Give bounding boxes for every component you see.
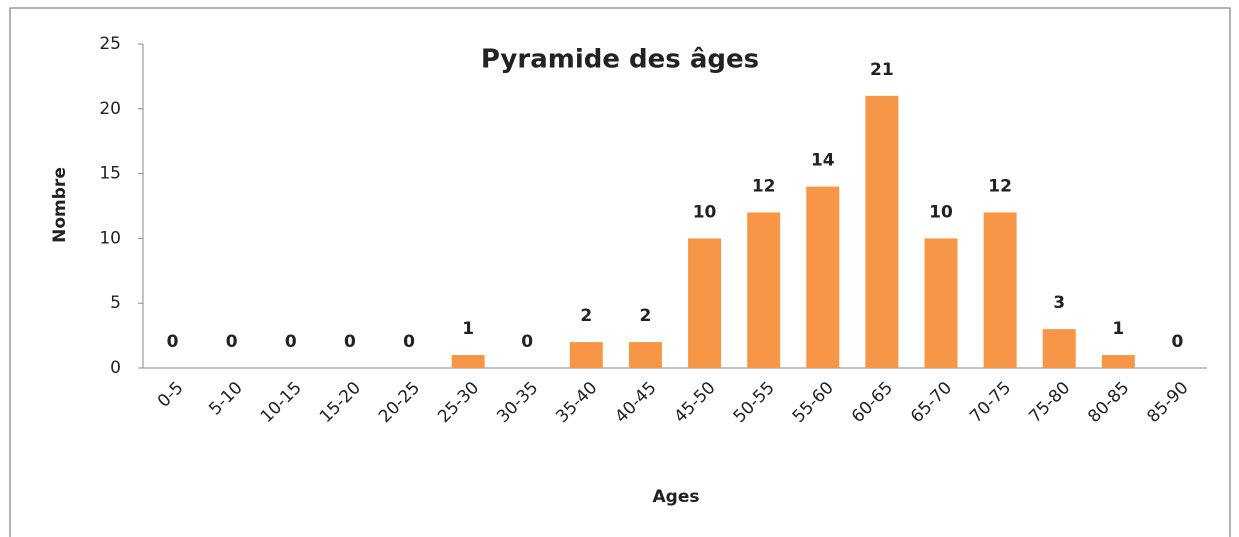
data-label: 0 xyxy=(1172,332,1184,352)
x-tick-label: 20-25 xyxy=(375,378,424,427)
data-label: 21 xyxy=(870,60,894,80)
bar xyxy=(924,238,958,368)
bar xyxy=(628,342,662,368)
bar xyxy=(569,342,603,368)
x-tick-label: 50-55 xyxy=(730,378,779,427)
x-tick-label: 40-45 xyxy=(611,378,660,427)
bar xyxy=(865,95,899,368)
y-axis-label: Nombre xyxy=(50,167,70,243)
data-label: 0 xyxy=(344,332,356,352)
y-tick-label: 5 xyxy=(110,293,121,313)
data-label: 3 xyxy=(1053,293,1065,313)
x-tick-label: 85-90 xyxy=(1143,378,1192,427)
bar xyxy=(806,186,840,368)
x-tick-label: 70-75 xyxy=(966,378,1015,427)
bar xyxy=(747,212,781,368)
data-label: 10 xyxy=(693,202,717,222)
x-tick-label: 0-5 xyxy=(154,378,188,412)
y-tick-label: 0 xyxy=(110,358,121,378)
x-tick-label: 65-70 xyxy=(907,378,956,427)
data-label: 2 xyxy=(640,306,652,326)
data-label: 0 xyxy=(167,332,179,352)
bar xyxy=(1042,329,1076,368)
chart-title: Pyramide des âges xyxy=(481,45,759,75)
bar xyxy=(451,355,485,368)
x-tick-label: 35-40 xyxy=(552,378,601,427)
bar xyxy=(688,238,722,368)
data-label: 0 xyxy=(521,332,533,352)
data-label: 0 xyxy=(285,332,297,352)
x-axis-label: Ages xyxy=(653,487,700,507)
y-tick-label: 15 xyxy=(99,164,121,184)
data-label: 2 xyxy=(580,306,592,326)
x-tick-label: 30-35 xyxy=(493,378,542,427)
bar xyxy=(983,212,1017,368)
x-tick-label: 5-10 xyxy=(205,378,246,419)
data-label: 12 xyxy=(752,176,776,196)
x-tick-label: 75-80 xyxy=(1025,378,1074,427)
x-tick-label: 25-30 xyxy=(434,378,483,427)
data-label: 1 xyxy=(462,319,474,339)
x-tick-label: 45-50 xyxy=(671,378,720,427)
chart-frame xyxy=(9,7,1231,537)
data-label: 1 xyxy=(1112,319,1124,339)
data-label: 0 xyxy=(226,332,238,352)
y-tick-label: 20 xyxy=(99,99,121,119)
data-label: 0 xyxy=(403,332,415,352)
data-label: 14 xyxy=(811,151,835,171)
data-label: 10 xyxy=(929,202,953,222)
y-tick-label: 25 xyxy=(99,34,121,54)
x-tick-label: 15-20 xyxy=(316,378,365,427)
x-tick-label: 80-85 xyxy=(1084,378,1133,427)
y-tick-label: 10 xyxy=(99,228,121,248)
data-label: 12 xyxy=(988,176,1012,196)
x-tick-label: 60-65 xyxy=(848,378,897,427)
x-tick-label: 55-60 xyxy=(789,378,838,427)
x-tick-label: 10-15 xyxy=(257,378,306,427)
bar xyxy=(1101,355,1135,368)
